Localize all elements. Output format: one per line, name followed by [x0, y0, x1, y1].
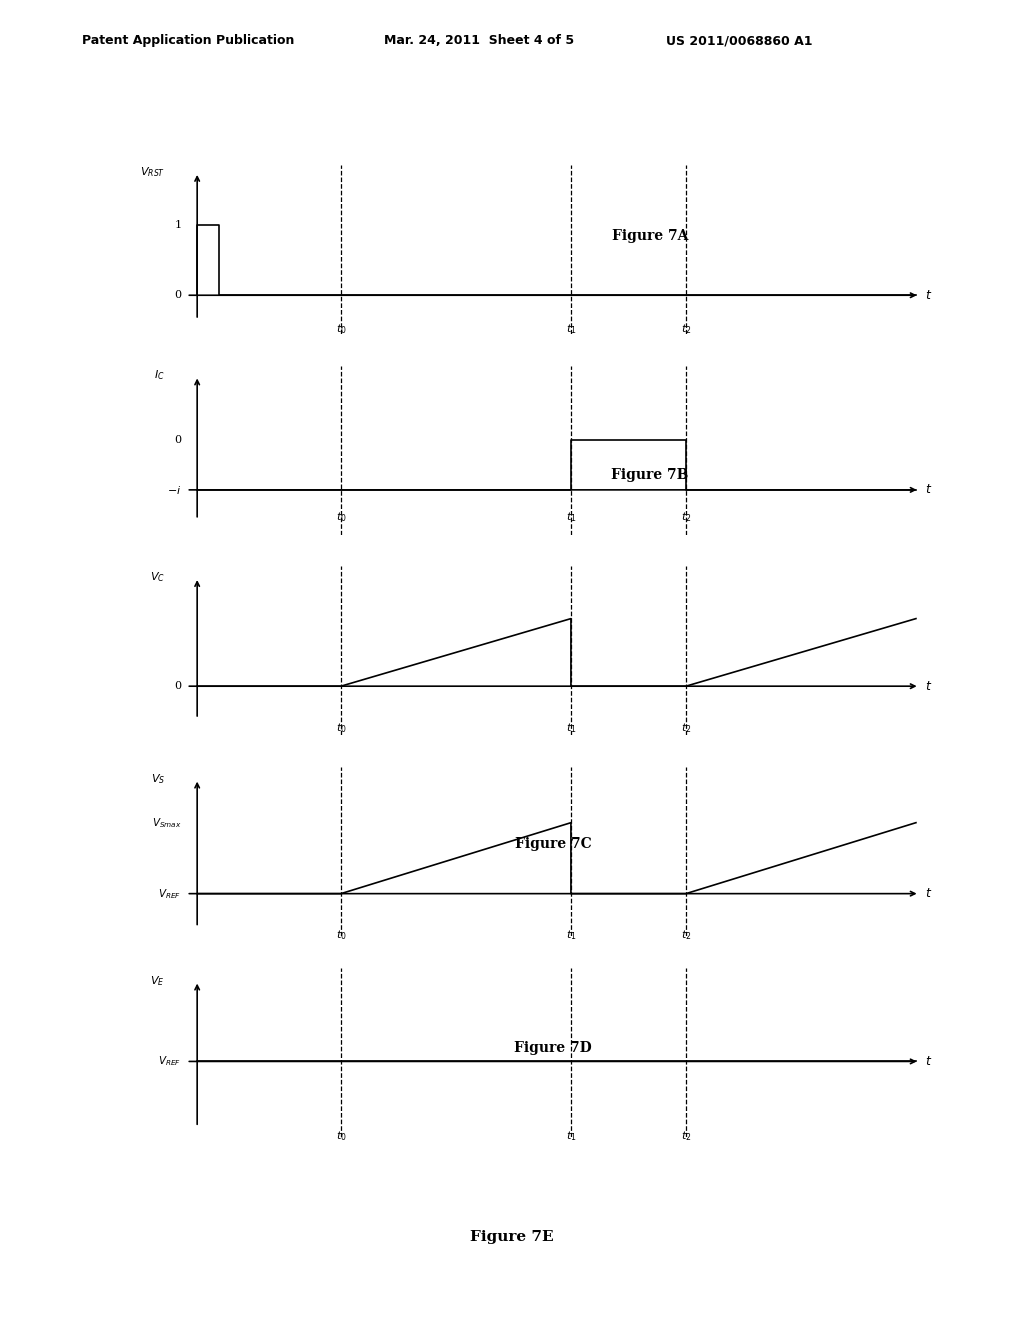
Text: Figure 7E: Figure 7E [470, 1230, 554, 1243]
Text: $t_0$: $t_0$ [336, 1129, 346, 1143]
Text: $t$: $t$ [925, 680, 932, 693]
Text: 0: 0 [174, 681, 181, 692]
Text: $t_0$: $t_0$ [336, 721, 346, 735]
Text: Mar. 24, 2011  Sheet 4 of 5: Mar. 24, 2011 Sheet 4 of 5 [384, 34, 574, 48]
Text: $t_1$: $t_1$ [565, 510, 577, 524]
Text: $V_{REF}$: $V_{REF}$ [159, 1055, 181, 1068]
Text: Figure 7D: Figure 7D [514, 1040, 592, 1055]
Text: $-i$: $-i$ [167, 484, 181, 496]
Text: $I_C$: $I_C$ [155, 368, 165, 383]
Text: $V_C$: $V_C$ [150, 570, 165, 583]
Text: 0: 0 [174, 290, 181, 300]
Text: $t$: $t$ [925, 289, 932, 302]
Text: Patent Application Publication: Patent Application Publication [82, 34, 294, 48]
Text: $t_0$: $t_0$ [336, 322, 346, 335]
Text: $V_{REF}$: $V_{REF}$ [159, 887, 181, 900]
Text: $t_1$: $t_1$ [565, 322, 577, 335]
Text: $t_2$: $t_2$ [681, 928, 691, 942]
Text: US 2011/0068860 A1: US 2011/0068860 A1 [666, 34, 812, 48]
Text: $V_E$: $V_E$ [151, 974, 165, 987]
Text: $t_2$: $t_2$ [681, 721, 691, 735]
Text: $t$: $t$ [925, 483, 932, 496]
Text: $t$: $t$ [925, 887, 932, 900]
Text: $t_2$: $t_2$ [681, 322, 691, 335]
Text: $t_1$: $t_1$ [565, 1129, 577, 1143]
Text: $V_{Smax}$: $V_{Smax}$ [152, 816, 181, 829]
Text: $t_0$: $t_0$ [336, 510, 346, 524]
Text: Figure 7B: Figure 7B [611, 469, 689, 483]
Text: $t_1$: $t_1$ [565, 928, 577, 942]
Text: $t_2$: $t_2$ [681, 1129, 691, 1143]
Text: $V_{RST}$: $V_{RST}$ [139, 165, 165, 180]
Text: $t_0$: $t_0$ [336, 928, 346, 942]
Text: $t_1$: $t_1$ [565, 721, 577, 735]
Text: $V_S$: $V_S$ [151, 772, 165, 785]
Text: 0: 0 [174, 436, 181, 445]
Text: $t_2$: $t_2$ [681, 510, 691, 524]
Text: Figure 7A: Figure 7A [612, 228, 688, 243]
Text: Figure 7C: Figure 7C [515, 837, 591, 850]
Text: 1: 1 [174, 220, 181, 230]
Text: $t$: $t$ [925, 1055, 932, 1068]
